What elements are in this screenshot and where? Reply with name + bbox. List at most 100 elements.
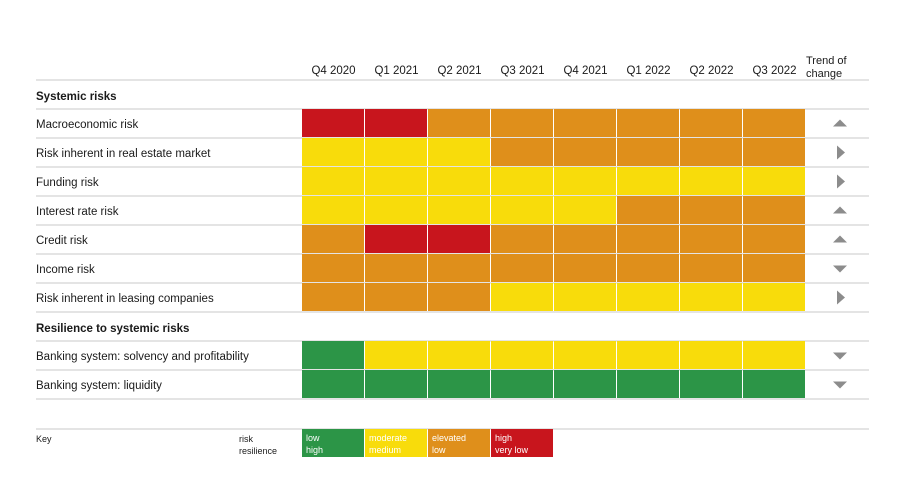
key-swatch	[491, 429, 553, 457]
heatmap-cell	[554, 167, 616, 195]
heatmap-cell	[680, 225, 742, 253]
heatmap-cell	[365, 167, 427, 195]
key-risk-label: high	[495, 433, 512, 443]
column-header: Q2 2021	[437, 65, 481, 77]
heatmap-cell	[428, 196, 490, 224]
heatmap-cell	[680, 138, 742, 166]
heatmap-cell	[491, 196, 553, 224]
column-header: Q1 2022	[626, 65, 670, 77]
section-title: Systemic risks	[36, 91, 117, 103]
heatmap-cell	[554, 138, 616, 166]
heatmap-cell	[428, 341, 490, 369]
heatmap-cell	[617, 370, 679, 398]
heatmap-cell	[680, 370, 742, 398]
heatmap-cell	[491, 370, 553, 398]
trend-header: Trend of	[806, 55, 848, 67]
heatmap-cell	[743, 196, 805, 224]
heatmap-cell	[617, 138, 679, 166]
heatmap-cell	[617, 196, 679, 224]
heatmap-cell	[428, 283, 490, 311]
heatmap-cell	[554, 283, 616, 311]
heatmap-cell	[743, 167, 805, 195]
column-header: Q4 2020	[311, 65, 355, 77]
heatmap-cell	[491, 138, 553, 166]
heatmap-cell	[743, 254, 805, 282]
column-header: Q1 2021	[374, 65, 418, 77]
heatmap-cell	[743, 225, 805, 253]
heatmap-cell	[743, 341, 805, 369]
key-row-label: resilience	[239, 446, 277, 456]
heatmap-cell	[617, 109, 679, 137]
heatmap-cell	[554, 254, 616, 282]
heatmap-cell	[428, 109, 490, 137]
key-swatch	[302, 429, 364, 457]
heatmap-cell	[428, 138, 490, 166]
section-title: Resilience to systemic risks	[36, 323, 189, 335]
column-header: Q3 2022	[752, 65, 796, 77]
heatmap-cell	[554, 225, 616, 253]
heatmap-cell	[365, 370, 427, 398]
heatmap-cell	[302, 341, 364, 369]
heatmap-cell	[491, 109, 553, 137]
heatmap-cell	[554, 109, 616, 137]
heatmap-cell	[617, 283, 679, 311]
heatmap-cell	[302, 167, 364, 195]
heatmap-cell	[365, 196, 427, 224]
heatmap-cell	[365, 109, 427, 137]
key-resilience-label: medium	[369, 445, 401, 455]
heatmap-cell	[491, 167, 553, 195]
heatmap-cell	[680, 341, 742, 369]
heatmap-cell	[365, 341, 427, 369]
key-swatch	[365, 429, 427, 457]
row-label: Macroeconomic risk	[36, 119, 138, 131]
heatmap-cell	[554, 370, 616, 398]
row-label: Credit risk	[36, 235, 88, 247]
trend-arrow	[837, 174, 845, 189]
heatmap-cell	[302, 138, 364, 166]
heatmap-cell	[428, 167, 490, 195]
heatmap-cell	[302, 370, 364, 398]
heatmap-cell	[302, 283, 364, 311]
heatmap-cell	[302, 196, 364, 224]
heatmap-cell	[680, 283, 742, 311]
heatmap-cell	[680, 254, 742, 282]
trend-arrow	[833, 206, 847, 214]
heatmap-cell	[491, 283, 553, 311]
column-header: Q4 2021	[563, 65, 607, 77]
heatmap-cell	[617, 167, 679, 195]
row-label: Risk inherent in real estate market	[36, 148, 211, 160]
heatmap-cell	[743, 109, 805, 137]
trend-arrow	[833, 119, 847, 127]
heatmap-cell	[428, 254, 490, 282]
key-risk-label: elevated	[432, 433, 466, 443]
heatmap-cell	[302, 225, 364, 253]
key-resilience-label: low	[432, 445, 446, 455]
trend-arrow	[833, 235, 847, 243]
heatmap-cell	[365, 254, 427, 282]
row-label: Banking system: liquidity	[36, 380, 162, 392]
heatmap-cell	[680, 196, 742, 224]
column-header: Q2 2022	[689, 65, 733, 77]
heatmap-cell	[365, 138, 427, 166]
heatmap-cell	[302, 254, 364, 282]
heatmap-cell	[554, 341, 616, 369]
trend-header: change	[806, 68, 842, 80]
heatmap-cell	[428, 225, 490, 253]
heatmap-cell	[428, 370, 490, 398]
heatmap-cell	[680, 167, 742, 195]
row-label: Banking system: solvency and profitabili…	[36, 351, 249, 363]
heatmap-cell	[743, 283, 805, 311]
heatmap-cell	[365, 225, 427, 253]
heatmap-cell	[491, 254, 553, 282]
row-label: Interest rate risk	[36, 206, 119, 218]
heatmap-cell	[491, 341, 553, 369]
heatmap-cell	[743, 138, 805, 166]
row-label: Risk inherent in leasing companies	[36, 293, 214, 305]
heatmap-cell	[617, 254, 679, 282]
trend-arrow	[837, 145, 845, 160]
heatmap-cell	[365, 283, 427, 311]
heatmap-cell	[617, 225, 679, 253]
heatmap-cell	[680, 109, 742, 137]
trend-arrow	[833, 352, 847, 360]
